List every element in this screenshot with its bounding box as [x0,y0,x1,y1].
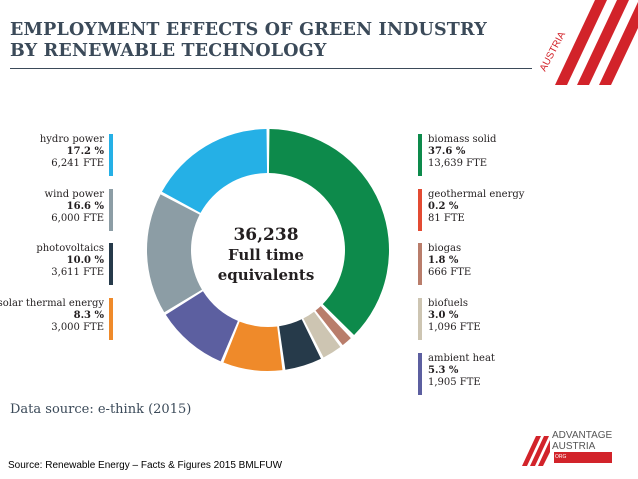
legend-percent: 10.0 % [66,255,104,266]
brand-line-2-text: AUSTRIA [552,441,596,452]
legend-item-biomass-solid: biomass solid 37.6 % 13,639 FTE [418,134,496,176]
center-line-3: equivalents [217,266,315,284]
legend-name: biomass solid [428,134,497,145]
legend-fte: 666 FTE [428,267,472,278]
legend-item-photovoltaics: photovoltaics 10.0 % 3,611 FTE [0,243,113,285]
legend-swatch [418,243,422,285]
legend-fte: 1,096 FTE [428,322,481,333]
brand-line-2: AUSTRIA ORG [552,441,613,463]
legend-fte: 81 FTE [428,213,465,224]
legend-swatch [109,134,113,176]
legend-percent: 0.2 % [428,201,459,212]
logo-stripe-2 [577,0,629,85]
legend-item-biogas: biogas 1.8 % 666 FTE [418,243,471,285]
brand-stripe-1 [522,436,541,466]
legend-name: photovoltaics [36,243,104,254]
slice-solar-thermal-energy [223,321,283,371]
title-line-2: BY RENEWABLE TECHNOLOGY [10,41,327,61]
legend-name: ambient heat [428,353,495,364]
legend-item-geothermal-energy: geothermal energy 0.2 % 81 FTE [418,189,524,231]
slice-ambient-heat [279,319,321,370]
legend-item-ambient-heat: ambient heat 5.3 % 1,905 FTE [418,353,495,395]
legend-item-solar-thermal-energy: solar thermal energy 8.3 % 3,000 FTE [0,298,113,340]
legend-fte: 1,905 FTE [428,377,481,388]
slice-biogas [315,306,351,346]
legend-percent: 16.6 % [66,201,104,212]
legend-percent: 8.3 % [73,310,104,321]
legend-fte: 3,000 FTE [51,322,104,333]
logo-stripe-1 [555,0,607,85]
slice-biomass-solid [268,129,390,336]
legend-swatch [418,134,422,176]
page-title: EMPLOYMENT EFFECTS OF GREEN INDUSTRY BY … [10,20,487,62]
austria-corner-logo: AUSTRIA [538,0,638,85]
legend-swatch [418,353,422,395]
legend-item-wind-power: wind power 16.6 % 6,000 FTE [0,189,113,231]
legend-swatch [109,243,113,285]
legend-item-hydro-power: hydro power 17.2 % 6,241 FTE [0,134,113,176]
legend-fte: 6,000 FTE [51,213,104,224]
advantage-austria-wordmark: ADVANTAGE AUSTRIA ORG [552,430,613,463]
legend-name: geothermal energy [428,189,525,200]
advantage-austria-logo-mark [522,436,550,466]
legend-swatch [418,189,422,231]
legend-name: hydro power [39,134,104,145]
legend-item-biofuels: biofuels 3.0 % 1,096 FTE [418,298,481,340]
title-line-1: EMPLOYMENT EFFECTS OF GREEN INDUSTRY [10,20,487,40]
legend-percent: 37.6 % [428,146,466,157]
legend-swatch [418,298,422,340]
chart-center-label: 36,238 Full time equivalents [206,225,326,285]
legend-fte: 3,611 FTE [51,267,104,278]
legend-swatch [109,298,113,340]
slice-wind-power [146,194,202,313]
slice-hydro-power [161,129,268,213]
center-total: 36,238 [233,225,299,245]
brand-line-1: ADVANTAGE [552,430,613,441]
logo-stripe-3 [599,2,638,85]
legend-swatch [109,189,113,231]
legend-name: biogas [428,243,462,254]
center-line-2: Full time [228,246,304,264]
legend-percent: 17.2 % [66,146,104,157]
legend-percent: 5.3 % [428,365,459,376]
legend-name: wind power [44,189,104,200]
brand-stripe-2 [530,436,549,466]
legend-fte: 13,639 FTE [428,158,488,169]
legend-name: biofuels [428,298,469,309]
slice-biofuels [303,311,341,358]
legend-name: solar thermal energy [0,298,104,309]
brand-stripe-3 [538,440,550,466]
legend-percent: 3.0 % [428,310,459,321]
legend-fte: 6,241 FTE [51,158,104,169]
footer-source: Source: Renewable Energy – Facts & Figur… [8,460,283,471]
title-divider [10,68,532,69]
legend-percent: 1.8 % [428,255,459,266]
slice-photovoltaics [165,291,238,362]
data-source-note: Data source: e-think (2015) [10,402,192,417]
brand-badge: ORG [554,452,613,463]
